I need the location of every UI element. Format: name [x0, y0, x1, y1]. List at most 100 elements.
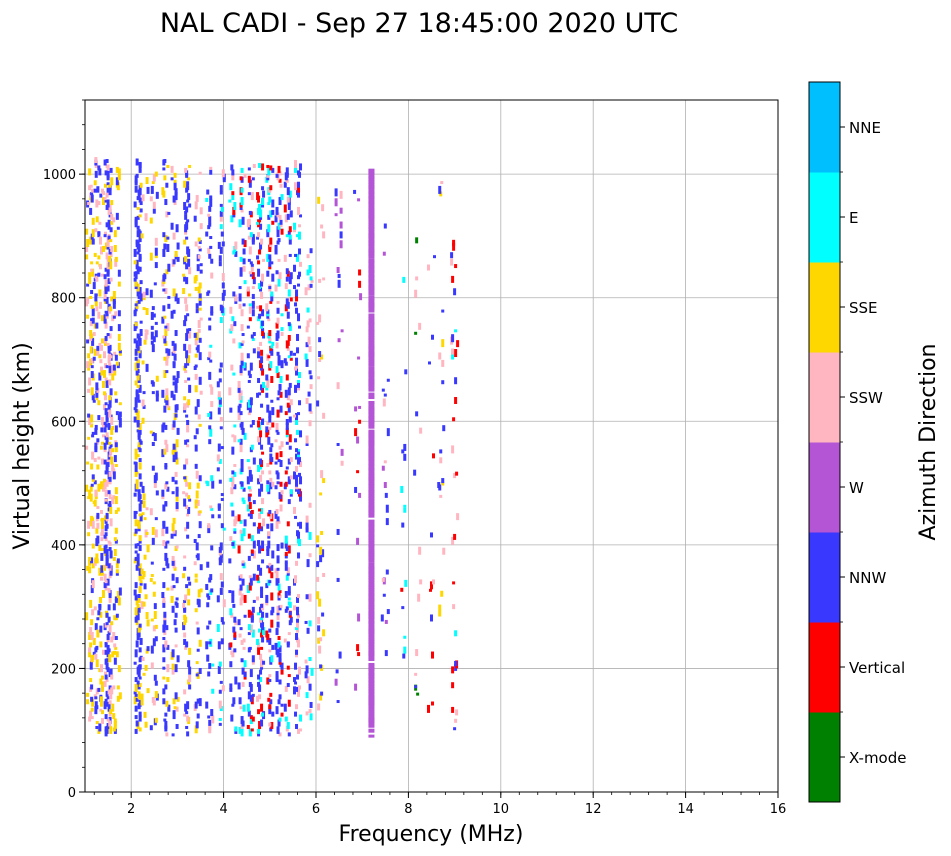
echo-point	[239, 519, 243, 524]
echo-point	[88, 168, 92, 176]
echo-point	[174, 480, 178, 485]
echo-point	[134, 693, 138, 697]
echo-point	[186, 731, 190, 737]
echo-point	[104, 519, 108, 524]
echo-point	[134, 677, 138, 683]
echo-point	[293, 471, 297, 480]
echo-point	[207, 715, 211, 719]
echo-point	[293, 285, 297, 290]
echo-point	[164, 640, 168, 648]
echo-point	[134, 179, 138, 183]
echo-point	[252, 500, 256, 505]
echo-point	[419, 427, 423, 434]
echo-point	[170, 585, 174, 591]
echo-point	[97, 400, 101, 406]
y-tick-label: 1000	[43, 168, 76, 183]
echo-point	[113, 230, 117, 238]
echo-point	[104, 544, 108, 549]
echo-point	[258, 522, 262, 529]
echo-point	[357, 652, 361, 657]
echo-point	[137, 607, 141, 611]
echo-point	[242, 704, 246, 712]
echo-point	[99, 625, 103, 633]
echo-point	[186, 328, 190, 334]
echo-point	[101, 483, 105, 492]
echo-point	[219, 587, 223, 595]
echo-point	[246, 585, 250, 594]
echo-point	[306, 307, 310, 313]
echo-point	[163, 405, 167, 413]
echo-point	[94, 300, 98, 307]
echo-point	[86, 565, 90, 571]
echo-point	[438, 185, 442, 194]
echo-point	[198, 239, 202, 244]
echo-point	[266, 463, 270, 468]
echo-point	[260, 603, 264, 608]
echo-point	[106, 333, 110, 337]
echo-point	[105, 440, 109, 445]
echo-point	[114, 598, 118, 603]
frequency-column	[256, 162, 266, 737]
echo-point	[221, 273, 225, 282]
echo-point	[211, 663, 215, 667]
echo-point	[139, 293, 143, 302]
echo-point	[276, 605, 280, 613]
echo-point	[336, 577, 340, 582]
echo-point	[142, 601, 146, 607]
echo-point	[318, 351, 322, 358]
echo-point	[136, 333, 140, 339]
echo-point	[184, 370, 188, 374]
echo-point	[141, 417, 145, 424]
echo-point	[266, 383, 270, 388]
echo-point	[184, 379, 188, 383]
echo-point	[104, 199, 108, 203]
echo-point	[234, 241, 238, 250]
echo-point	[251, 419, 255, 425]
echo-point	[208, 317, 212, 321]
echo-point	[184, 594, 188, 601]
echo-point	[95, 645, 99, 650]
echo-point	[102, 351, 106, 359]
echo-point	[108, 184, 112, 188]
echo-point	[246, 703, 250, 712]
echo-point	[261, 611, 265, 618]
echo-point	[318, 314, 322, 323]
echo-point	[297, 181, 301, 188]
echo-point	[382, 251, 386, 256]
echo-point	[340, 460, 344, 466]
echo-point	[143, 554, 147, 560]
echo-point	[270, 564, 274, 571]
echo-point	[247, 632, 251, 636]
echo-point	[256, 236, 260, 240]
echo-point	[277, 278, 281, 287]
echo-point	[368, 244, 375, 249]
echo-point	[454, 329, 458, 333]
echo-point	[368, 335, 375, 340]
echo-point	[243, 519, 247, 527]
echo-point	[247, 379, 251, 383]
echo-point	[322, 629, 326, 637]
echo-point	[240, 466, 244, 472]
echo-point	[453, 727, 457, 731]
echo-point	[134, 649, 138, 658]
echo-point	[368, 302, 375, 306]
echo-point	[287, 476, 291, 485]
echo-point	[114, 596, 118, 601]
echo-point	[108, 188, 112, 196]
echo-point	[237, 439, 241, 443]
echo-point	[452, 417, 456, 422]
echo-point	[256, 574, 260, 581]
echo-point	[441, 339, 445, 348]
echo-point	[153, 483, 157, 489]
echo-point	[166, 540, 170, 544]
echo-point	[279, 219, 283, 225]
echo-point	[220, 617, 224, 623]
echo-point	[271, 341, 275, 346]
echo-point	[97, 415, 101, 421]
echo-point	[279, 504, 283, 512]
echo-point	[322, 572, 326, 577]
echo-point	[296, 333, 300, 341]
echo-point	[368, 333, 375, 338]
echo-point	[91, 434, 95, 438]
echo-point	[308, 420, 312, 427]
